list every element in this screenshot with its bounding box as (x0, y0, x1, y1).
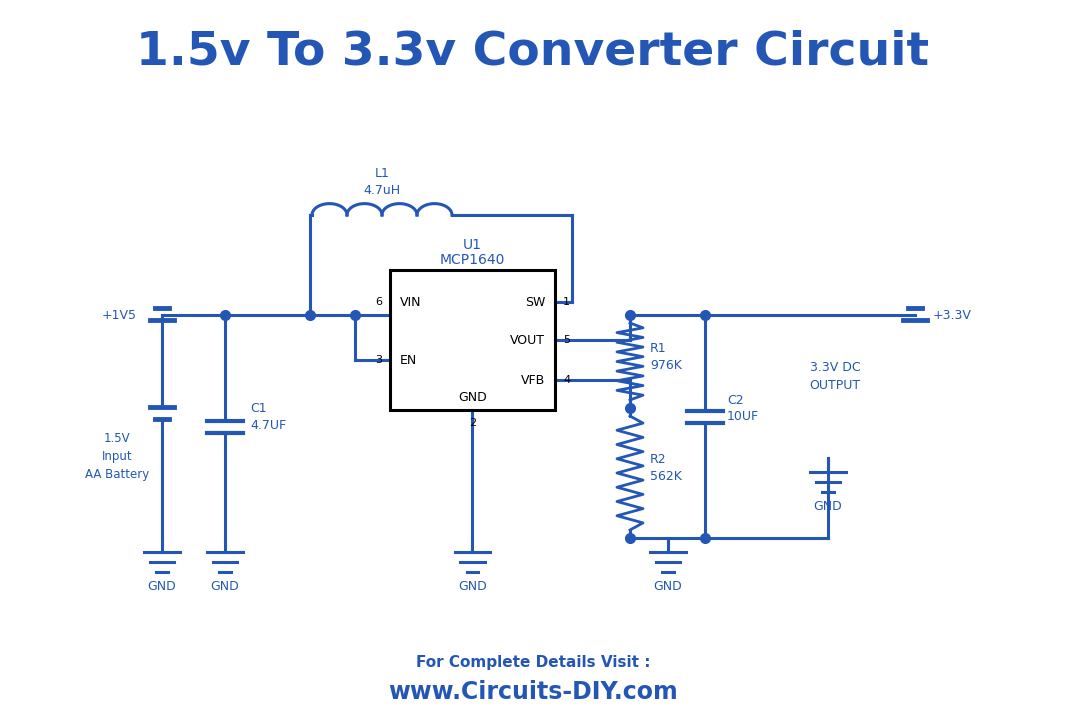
Text: +1V5: +1V5 (102, 308, 138, 322)
Text: GND: GND (458, 580, 487, 593)
Text: L1
4.7uH: L1 4.7uH (364, 167, 401, 197)
Text: C1
4.7UF: C1 4.7UF (251, 402, 286, 431)
Text: 3: 3 (375, 355, 382, 365)
Text: SW: SW (524, 295, 545, 308)
Text: GND: GND (813, 500, 842, 513)
Text: 4: 4 (563, 375, 570, 385)
Text: EN: EN (400, 354, 417, 366)
Text: C2
10UF: C2 10UF (727, 394, 759, 423)
Text: VIN: VIN (400, 295, 421, 308)
Text: VFB: VFB (521, 374, 545, 387)
Text: U1: U1 (463, 238, 482, 252)
Text: GND: GND (211, 580, 240, 593)
Text: 1.5v To 3.3v Converter Circuit: 1.5v To 3.3v Converter Circuit (136, 30, 930, 74)
Text: +3.3V: +3.3V (933, 308, 972, 322)
Text: 2: 2 (469, 418, 477, 428)
Text: 1: 1 (563, 297, 570, 307)
Text: GND: GND (653, 580, 682, 593)
Text: For Complete Details Visit :: For Complete Details Visit : (416, 654, 650, 670)
Text: 6: 6 (375, 297, 382, 307)
Bar (390, 270, 555, 410)
Text: GND: GND (147, 580, 176, 593)
Text: MCP1640: MCP1640 (440, 253, 505, 267)
Text: GND: GND (458, 390, 487, 403)
Text: 5: 5 (563, 335, 570, 345)
Text: 1.5V
Input
AA Battery: 1.5V Input AA Battery (85, 432, 149, 481)
Text: VOUT: VOUT (510, 333, 545, 346)
Text: www.Circuits-DIY.com: www.Circuits-DIY.com (388, 680, 678, 704)
Text: R1
976K: R1 976K (650, 341, 682, 372)
Text: 3.3V DC
OUTPUT: 3.3V DC OUTPUT (809, 361, 860, 392)
Text: R2
562K: R2 562K (650, 453, 682, 483)
